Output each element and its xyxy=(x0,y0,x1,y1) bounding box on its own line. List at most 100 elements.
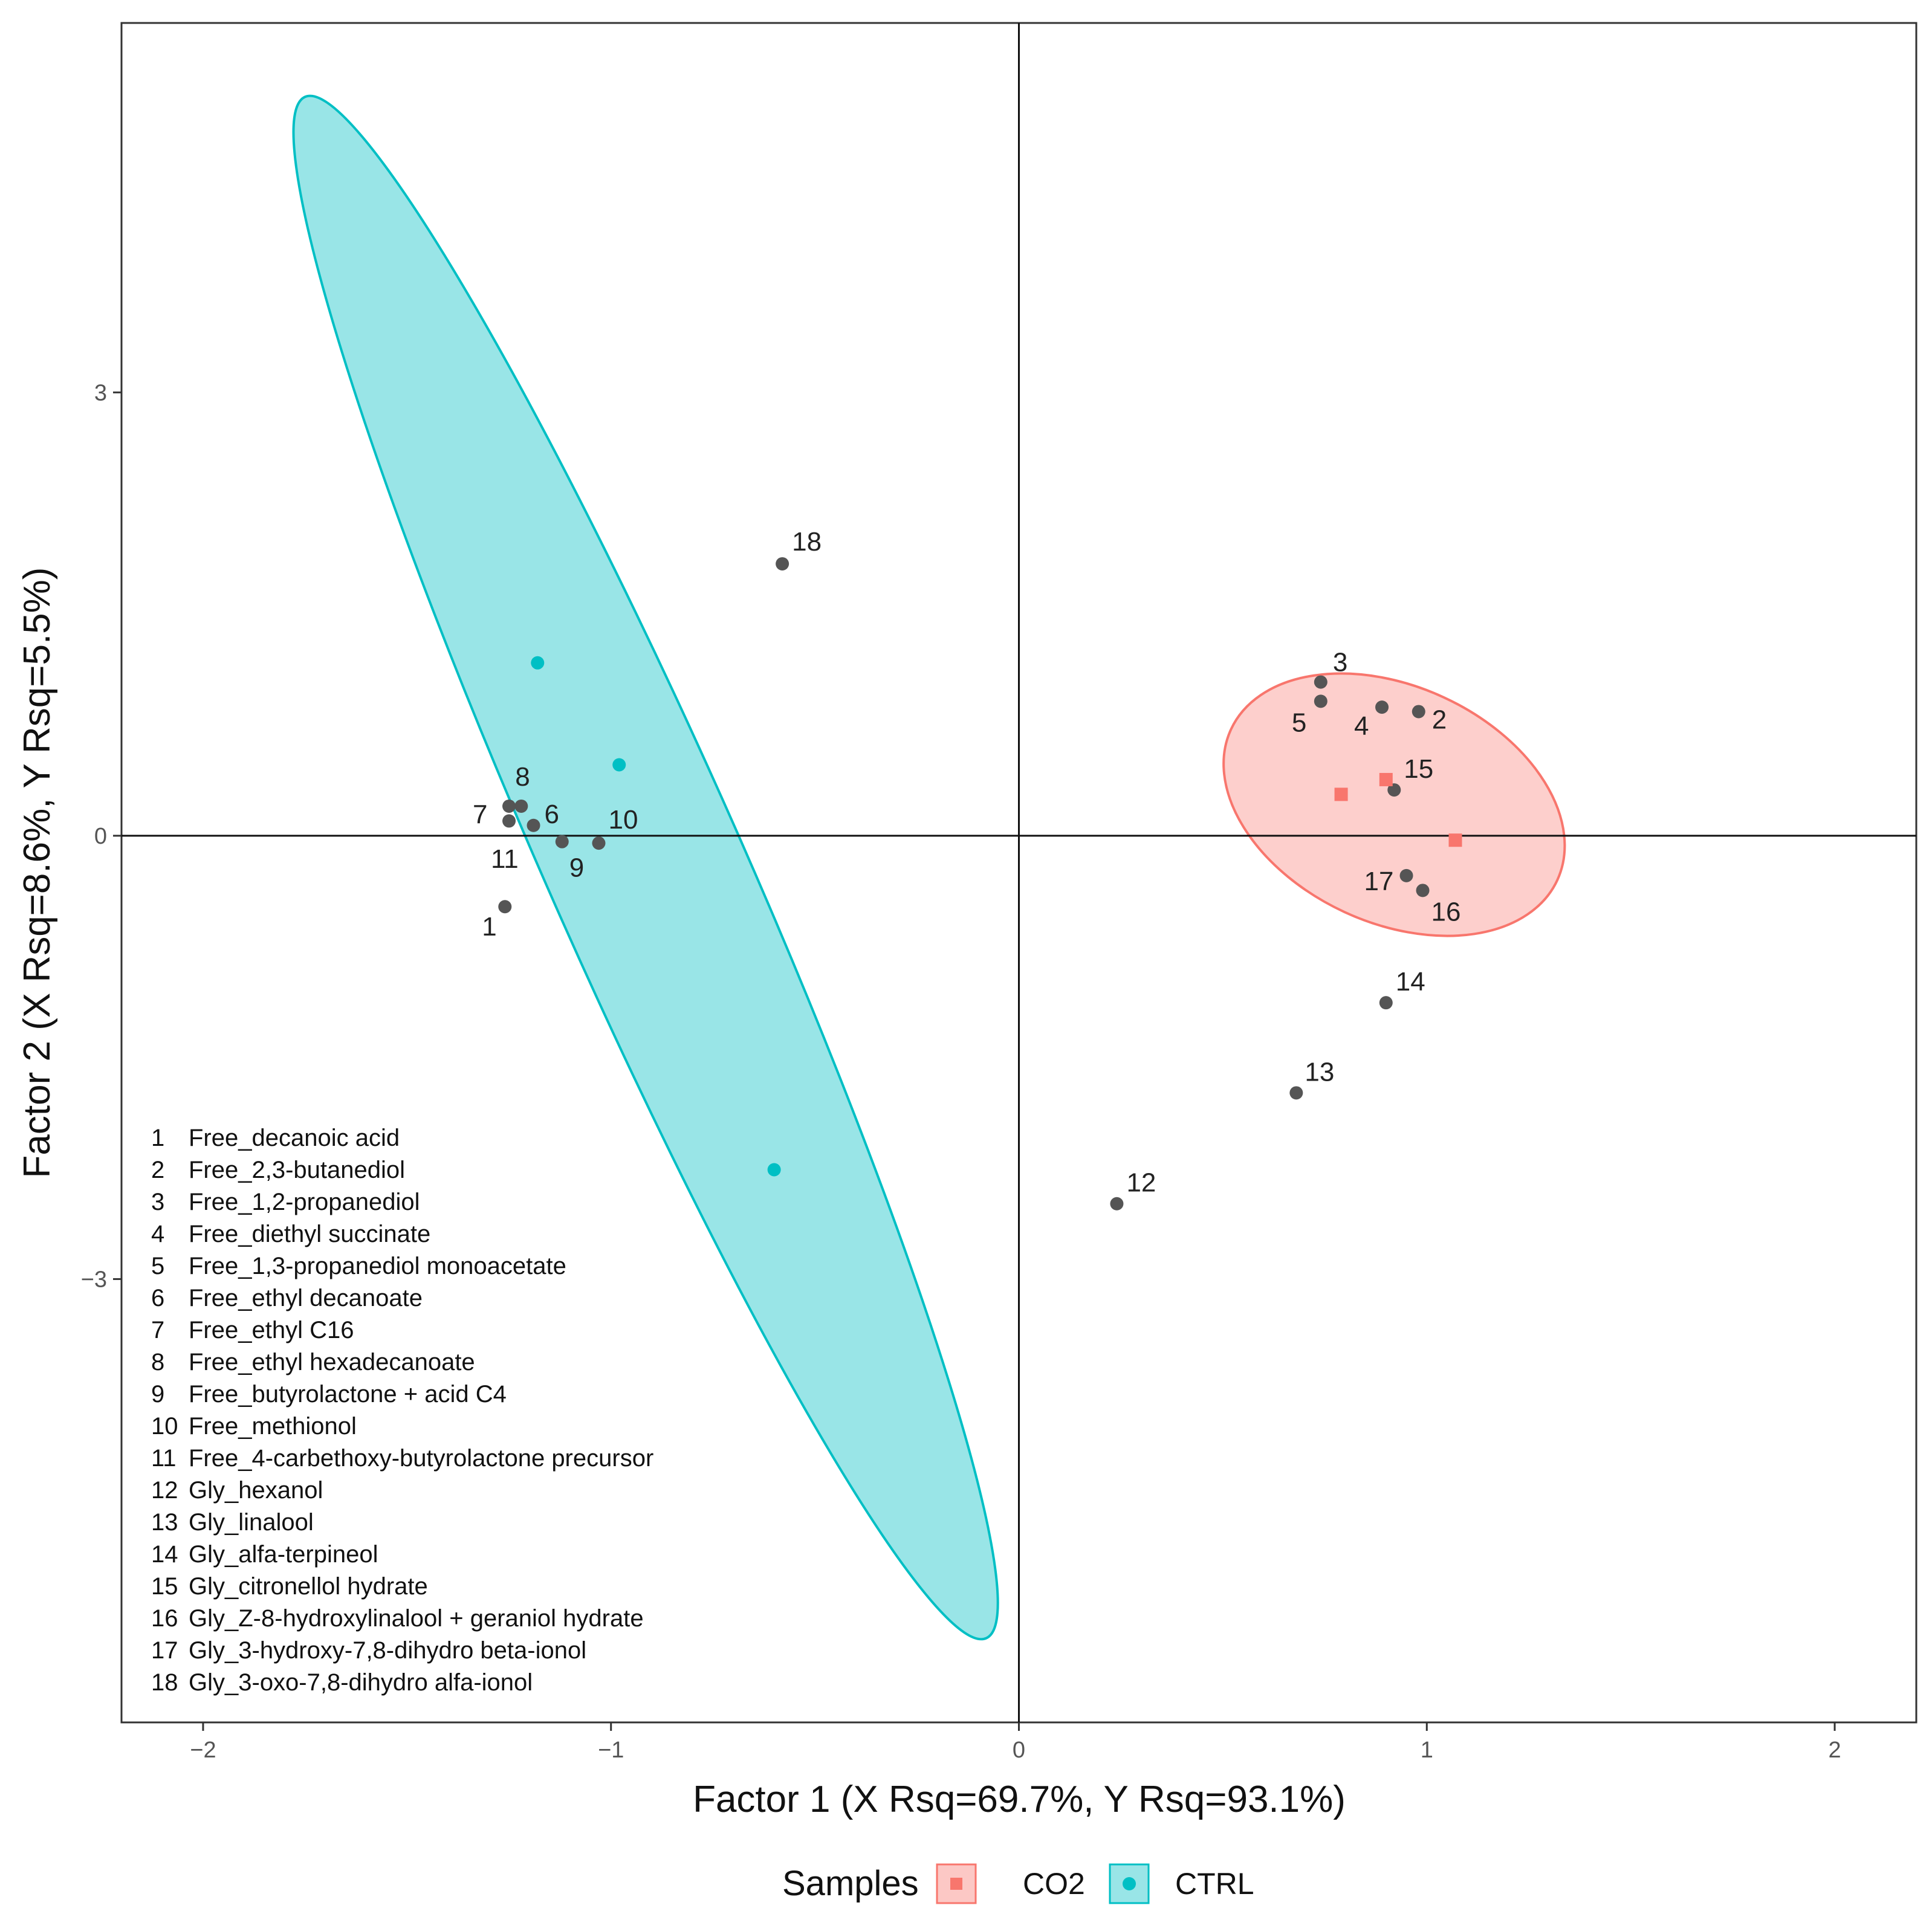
variable-point xyxy=(592,836,606,850)
x-tick-label: −2 xyxy=(190,1738,216,1763)
variable-legend-number: 6 xyxy=(151,1285,164,1311)
variable-legend-number: 8 xyxy=(151,1349,164,1376)
variable-point xyxy=(1314,694,1327,708)
variable-point xyxy=(1375,700,1389,714)
variable-point xyxy=(1314,675,1327,689)
variable-label: 7 xyxy=(473,800,487,829)
variable-legend-number: 17 xyxy=(151,1637,178,1664)
variable-point xyxy=(1412,705,1425,719)
variable-label: 8 xyxy=(515,762,530,792)
variable-legend-number: 9 xyxy=(151,1381,164,1408)
sample-point-co2 xyxy=(1448,833,1462,847)
variable-point xyxy=(1416,884,1430,897)
variable-label: 17 xyxy=(1364,867,1394,896)
sample-point-ctrl xyxy=(767,1163,781,1177)
variable-legend-name: Free_methionol xyxy=(189,1413,357,1440)
x-tick-label: 0 xyxy=(1013,1738,1025,1763)
variable-legend-number: 12 xyxy=(151,1477,178,1504)
variable-point xyxy=(776,557,789,571)
variable-legend-name: Free_ethyl decanoate xyxy=(189,1285,423,1311)
y-tick-label: 0 xyxy=(94,824,107,849)
variable-label: 16 xyxy=(1431,897,1461,926)
variable-legend-name: Free_ethyl hexadecanoate xyxy=(189,1349,475,1376)
data-points xyxy=(498,557,1462,1211)
variable-point xyxy=(1379,996,1393,1010)
legend-label-co2: CO2 xyxy=(1023,1867,1085,1901)
variable-point xyxy=(1387,783,1401,797)
variable-legend-number: 11 xyxy=(151,1445,177,1472)
variable-legend: 1 Free_decanoic acid 2 Free_2,3-butanediol 3… xyxy=(151,1125,653,1696)
variable-label: 2 xyxy=(1432,705,1447,734)
variable-legend-name: Gly_hexanol xyxy=(189,1477,323,1504)
y-tick-label: −3 xyxy=(81,1267,107,1292)
sample-point-ctrl xyxy=(531,656,545,670)
variable-legend-name: Free_2,3-butanediol xyxy=(189,1157,405,1183)
variable-legend-name: Free_butyrolactone + acid C4 xyxy=(189,1381,507,1408)
variable-legend-name: Free_diethyl succinate xyxy=(189,1221,430,1247)
axis-ticks: −2 −1 0 1 2−303 xyxy=(81,380,1841,1763)
y-tick-label: 3 xyxy=(94,380,107,406)
variable-legend-number: 3 xyxy=(151,1189,164,1215)
variable-legend-name: Gly_3-oxo-7,8-dihydro alfa-ionol xyxy=(189,1669,533,1696)
variable-legend-number: 13 xyxy=(151,1509,178,1536)
legend-marker-ctrl xyxy=(1123,1877,1136,1890)
x-axis-title: Factor 1 (X Rsq=69.7%, Y Rsq=93.1%) xyxy=(693,1779,1346,1820)
variable-legend-number: 7 xyxy=(151,1317,164,1343)
legend-label-ctrl: CTRL xyxy=(1175,1867,1254,1901)
variable-point xyxy=(527,818,540,832)
reference-lines xyxy=(122,23,1916,1722)
x-tick-label: −1 xyxy=(598,1738,624,1763)
legend-marker-co2 xyxy=(950,1878,962,1890)
variable-label: 14 xyxy=(1396,967,1425,997)
variable-legend-name: Gly_linalool xyxy=(189,1509,314,1536)
variable-label: 6 xyxy=(545,800,559,829)
variable-label: 11 xyxy=(491,844,519,874)
variable-legend-number: 10 xyxy=(151,1413,178,1440)
variable-point xyxy=(502,799,516,813)
variable-label: 9 xyxy=(569,853,584,883)
variable-legend-name: Free_1,2-propanediol xyxy=(189,1189,420,1215)
confidence-ellipses xyxy=(292,94,1566,1641)
variable-legend-number: 5 xyxy=(151,1253,164,1279)
variable-legend-name: Gly_alfa-terpineol xyxy=(189,1541,378,1568)
variable-label: 5 xyxy=(1292,708,1306,737)
variable-legend-number: 14 xyxy=(151,1541,178,1568)
variable-legend-number: 1 xyxy=(151,1125,164,1151)
samples-legend: Samples CO2 CTRL xyxy=(782,1863,1254,1904)
x-tick-label: 2 xyxy=(1828,1738,1841,1763)
variable-legend-name: Free_4-carbethoxy-butyrolactone precurso… xyxy=(189,1445,653,1472)
variable-legend-name: Free_1,3-propanediol monoacetate xyxy=(189,1253,566,1279)
variable-point xyxy=(1289,1086,1303,1100)
variable-label: 12 xyxy=(1126,1168,1156,1198)
sample-point-co2 xyxy=(1334,787,1348,801)
x-tick-label: 1 xyxy=(1421,1738,1433,1763)
variable-label: 15 xyxy=(1404,754,1433,784)
variable-label: 1 xyxy=(482,912,496,942)
sample-point-co2 xyxy=(1379,772,1393,786)
variable-legend-name: Free_decanoic acid xyxy=(189,1125,400,1151)
variable-point xyxy=(1399,868,1413,882)
variable-point xyxy=(555,835,569,849)
variable-legend-number: 16 xyxy=(151,1605,178,1632)
samples-legend-title: Samples xyxy=(782,1864,919,1903)
variable-label: 18 xyxy=(792,527,822,557)
ellipse-co2 xyxy=(1222,672,1566,937)
variable-label: 13 xyxy=(1305,1057,1334,1087)
variable-point xyxy=(1110,1197,1124,1211)
variable-label: 10 xyxy=(608,805,638,835)
variable-legend-number: 15 xyxy=(151,1573,178,1600)
variable-label: 3 xyxy=(1333,648,1347,677)
variable-point xyxy=(514,799,528,813)
variable-legend-name: Gly_3-hydroxy-7,8-dihydro beta-ionol xyxy=(189,1637,586,1664)
variable-legend-name: Gly_Z-8-hydroxylinalool + geraniol hydra… xyxy=(189,1605,644,1632)
ellipse-ctrl xyxy=(292,94,999,1641)
variable-point xyxy=(498,900,512,914)
variable-legend-number: 18 xyxy=(151,1669,178,1696)
variable-legend-name: Free_ethyl C16 xyxy=(189,1317,354,1343)
variable-label: 4 xyxy=(1354,711,1369,741)
variable-legend-number: 2 xyxy=(151,1157,164,1183)
variable-point xyxy=(502,814,516,828)
variable-legend-number: 4 xyxy=(151,1221,164,1247)
